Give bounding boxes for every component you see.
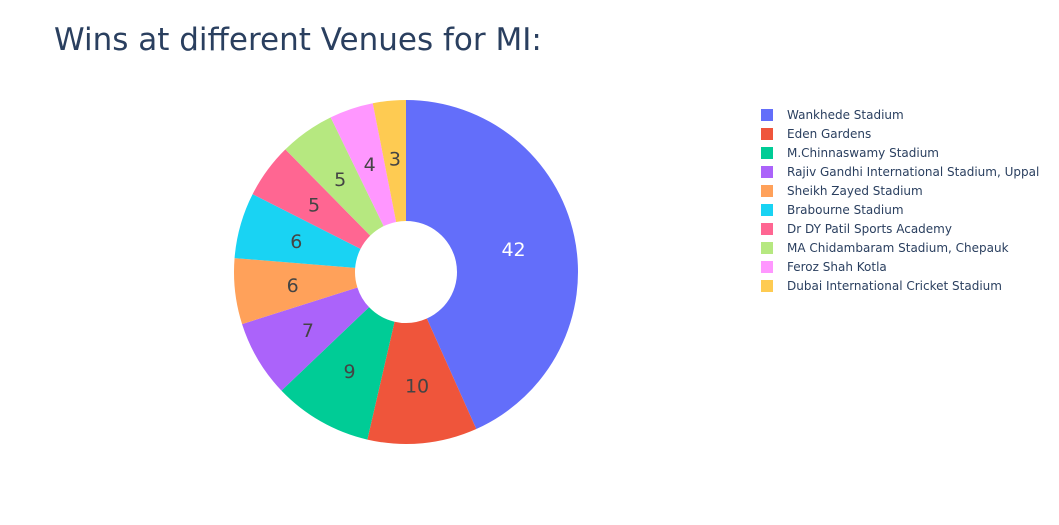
legend-swatch-8[interactable] [761, 261, 773, 273]
legend-swatch-1[interactable] [761, 128, 773, 140]
slice-label-4: 6 [287, 275, 299, 297]
legend-swatch-0[interactable] [761, 109, 773, 121]
legend-swatch-4[interactable] [761, 185, 773, 197]
slice-3[interactable] [242, 287, 370, 391]
legend-label-7[interactable]: MA Chidambaram Stadium, Chepauk [787, 241, 1009, 255]
slices [233, 100, 579, 445]
slice-1[interactable] [367, 318, 477, 445]
slice-5[interactable] [234, 194, 361, 268]
legend-label-0[interactable]: Wankhede Stadium [787, 108, 904, 122]
legend-label-3[interactable]: Rajiv Gandhi International Stadium, Uppa… [787, 165, 1039, 179]
legend-swatch-7[interactable] [761, 242, 773, 254]
slice-label-1: 10 [405, 375, 429, 397]
legend-label-6[interactable]: Dr DY Patil Sports Academy [787, 222, 952, 236]
chart-title: Wins at different Venues for MI: [54, 22, 542, 58]
legend-label-4[interactable]: Sheikh Zayed Stadium [787, 184, 923, 198]
slice-0[interactable] [406, 100, 579, 429]
legend-swatch-5[interactable] [761, 204, 773, 216]
slice-label-7: 5 [334, 169, 346, 191]
slice-label-8: 4 [364, 154, 376, 176]
slice-label-3: 7 [302, 320, 314, 342]
slice-label-9: 3 [389, 149, 401, 171]
legend-label-8[interactable]: Feroz Shah Kotla [787, 260, 887, 274]
legend-swatch-6[interactable] [761, 223, 773, 235]
legend-label-9[interactable]: Dubai International Cricket Stadium [787, 279, 1002, 293]
slice-label-5: 6 [290, 231, 302, 253]
legend-label-2[interactable]: M.Chinnaswamy Stadium [787, 146, 939, 160]
legend-swatch-9[interactable] [761, 280, 773, 292]
slice-label-6: 5 [308, 195, 320, 217]
slice-4[interactable] [233, 258, 358, 325]
legend-swatch-3[interactable] [761, 166, 773, 178]
legend-swatch-2[interactable] [761, 147, 773, 159]
slice-label-2: 9 [343, 361, 355, 383]
slice-2[interactable] [281, 307, 395, 440]
slice-6[interactable] [252, 149, 371, 249]
legend-label-5[interactable]: Brabourne Stadium [787, 203, 904, 217]
slice-8[interactable] [330, 103, 397, 227]
slice-7[interactable] [285, 117, 384, 236]
legend-label-1[interactable]: Eden Gardens [787, 127, 871, 141]
legend: Wankhede Stadium Eden Gardens M.Chinnaswam… [761, 108, 1039, 293]
slice-9[interactable] [372, 100, 406, 222]
slice-label-0: 42 [501, 239, 525, 261]
